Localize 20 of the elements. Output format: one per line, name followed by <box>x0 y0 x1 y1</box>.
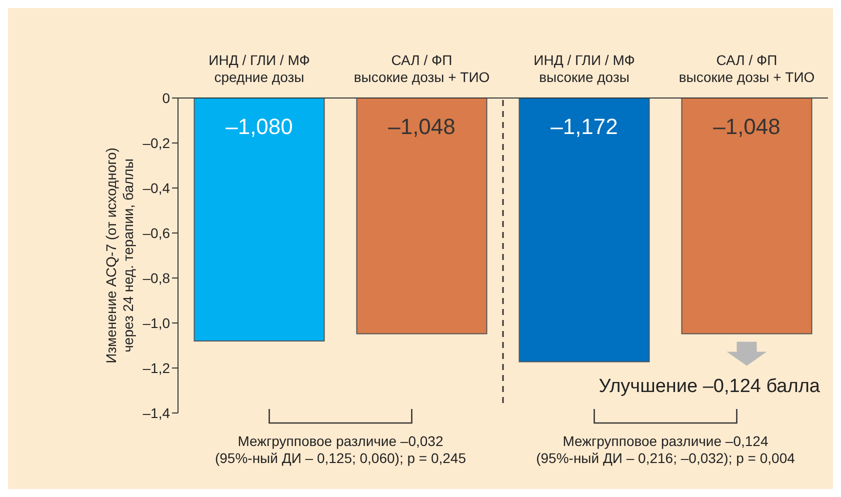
y-tick-label: –1,0 <box>142 314 170 331</box>
x-tick-label: САЛ / ФП высокие дозы + ТИО <box>354 52 490 85</box>
data-label: –1,048 <box>388 114 456 139</box>
y-tick-label: –0,2 <box>142 134 170 151</box>
text: Межгрупповое различие –0,032 (95%-ный ДИ – 0,125; 0,060); p = 0,245 <box>214 433 466 466</box>
data-label: –1,048 <box>713 114 780 139</box>
text: Межгрупповое различие –0,124 (95%-ный ДИ – 0,216; –0,032); p = 0,004 <box>536 433 796 466</box>
data-label: –1,172 <box>550 114 618 139</box>
y-tick-label: –0,6 <box>142 224 170 241</box>
y-tick-label: –1,4 <box>142 404 170 421</box>
data-label: –1,080 <box>226 114 293 139</box>
y-axis-title: Изменение ACQ-7 (от исходного) через 24 нед. терапии, баллы <box>103 148 136 364</box>
y-tick-label: –0,4 <box>142 180 170 196</box>
x-tick-label: ИНД / ГЛИ / МФ средние дозы <box>208 52 310 85</box>
y-tick-label: –1,2 <box>142 360 170 376</box>
x-tick-label: ИНД / ГЛИ / МФ высокие дозы <box>534 52 635 85</box>
y-tick-label: –0,8 <box>142 270 170 286</box>
annotation: Улучшение –0,124 балла <box>598 376 820 397</box>
y-tick-label: 0 <box>162 90 170 106</box>
x-tick-label: САЛ / ФП высокие дозы + ТИО <box>678 52 815 85</box>
